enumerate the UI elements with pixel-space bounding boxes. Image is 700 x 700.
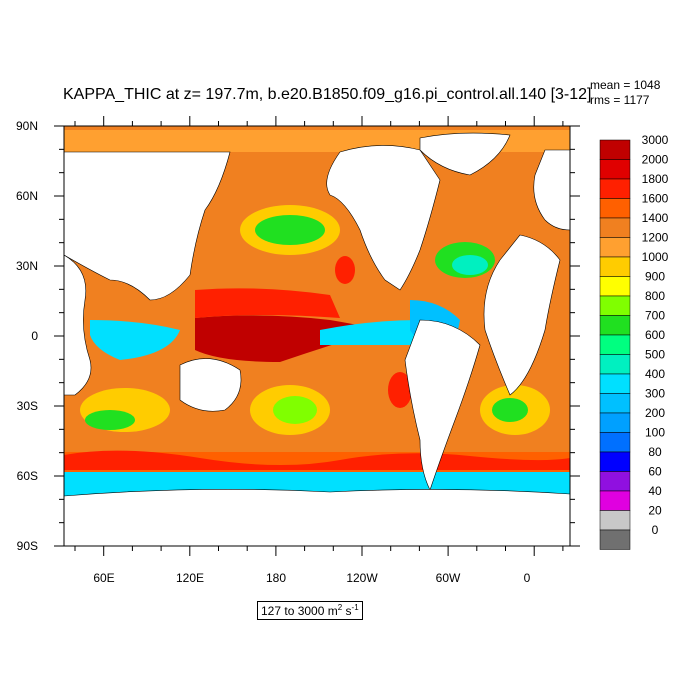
npac-red-spot: [335, 256, 355, 284]
npac-green: [255, 215, 325, 245]
colorbar-label: 200: [645, 406, 665, 420]
colorbar-label: 600: [645, 328, 665, 342]
colorbar-label: 1800: [642, 172, 669, 186]
colorbar-swatch: [599, 276, 631, 297]
land-greenland: [419, 132, 511, 176]
latitude-labels: 90N 60N 30N 0 30S 60S 90S: [16, 119, 38, 553]
sind-green: [85, 410, 135, 430]
colorbar-swatch: [599, 451, 631, 472]
colorbar-label: 1400: [642, 211, 669, 225]
colorbar-swatch: [599, 334, 631, 355]
spac-green: [273, 396, 317, 424]
longitude-labels: 60E 120E 180 120W 60W 0: [93, 571, 530, 585]
equatorial-pacific-max: [195, 315, 380, 362]
lon-label: 180: [266, 571, 286, 585]
lat-label: 90N: [16, 119, 38, 133]
colorbar-label: 1000: [642, 250, 669, 264]
colorbar-label: 3000: [642, 133, 669, 147]
axis-ticks: [54, 116, 580, 556]
lon-label: 60W: [436, 571, 461, 585]
range-label: 127 to 3000 m2 s-1: [257, 601, 363, 620]
lon-label: 120W: [346, 571, 378, 585]
colorbar-swatch: [599, 510, 631, 531]
land-antarctica: [64, 488, 570, 546]
land-north-america: [326, 145, 441, 291]
colorbar-swatch: [599, 178, 631, 199]
colorbar-swatch: [599, 315, 631, 336]
colorbar-label: 800: [645, 289, 665, 303]
lon-label: 0: [524, 571, 531, 585]
colorbar-swatch: [599, 139, 631, 160]
lon-label: 60E: [93, 571, 114, 585]
rms-value: rms = 1177: [590, 93, 650, 107]
stats-readout: mean = 1048 rms = 1177: [590, 78, 660, 108]
colorbar-label: 100: [645, 426, 665, 440]
colorbar-label: 1200: [642, 231, 669, 245]
colorbar-swatch: [599, 490, 631, 511]
lon-label: 120E: [176, 571, 204, 585]
colorbar-label: 1600: [642, 192, 669, 206]
land-asia: [64, 151, 231, 301]
colorbar-swatch: [599, 159, 631, 180]
lat-label: 0: [31, 329, 38, 343]
colorbar-label: 400: [645, 367, 665, 381]
natl-teal: [452, 255, 488, 275]
colorbar-swatch: [599, 373, 631, 394]
acc-red: [64, 450, 570, 470]
ocean-field: [64, 126, 570, 546]
land-australia: [179, 358, 242, 412]
lat-label: 90S: [17, 539, 38, 553]
north-equatorial-red: [195, 288, 340, 318]
colorbar-label: 2000: [642, 153, 669, 167]
colorbar-swatch: [599, 354, 631, 375]
colorbar: 3000200018001600140012001000900800700600…: [599, 133, 669, 550]
colorbar-swatch: [599, 471, 631, 492]
lat-label: 30S: [17, 399, 38, 413]
colorbar-label: 300: [645, 387, 665, 401]
east-pacific-cyan: [320, 320, 420, 345]
colorbar-swatch: [599, 256, 631, 277]
colorbar-label: 500: [645, 348, 665, 362]
colorbar-swatch: [599, 393, 631, 414]
colorbar-swatch: [599, 295, 631, 316]
land-europe: [533, 149, 570, 231]
colorbar-label: 60: [648, 465, 662, 479]
colorbar-label: 700: [645, 309, 665, 323]
lat-label: 60S: [17, 469, 38, 483]
colorbar-label: 40: [648, 484, 662, 498]
sepac-red: [388, 372, 412, 408]
colorbar-label: 900: [645, 270, 665, 284]
satl-green: [492, 398, 528, 422]
land-masses: [64, 132, 570, 546]
colorbar-label: 20: [648, 504, 662, 518]
mean-value: mean = 1048: [590, 78, 661, 92]
map-title: KAPPA_THIC at z= 197.7m, b.e20.B1850.f09…: [63, 86, 592, 103]
lat-label: 30N: [16, 259, 38, 273]
land-africa-east: [64, 254, 92, 396]
colorbar-label: 0: [652, 523, 659, 537]
indian-cyan: [90, 320, 180, 360]
colorbar-swatch: [599, 432, 631, 453]
lat-label: 60N: [16, 189, 38, 203]
land-south-america: [404, 319, 481, 491]
colorbar-swatch: [599, 412, 631, 433]
colorbar-swatch: [599, 237, 631, 258]
colorbar-swatch: [599, 217, 631, 238]
colorbar-swatch: [599, 198, 631, 219]
colorbar-swatch: [599, 529, 631, 550]
land-africa: [483, 234, 561, 396]
colorbar-label: 80: [648, 445, 662, 459]
